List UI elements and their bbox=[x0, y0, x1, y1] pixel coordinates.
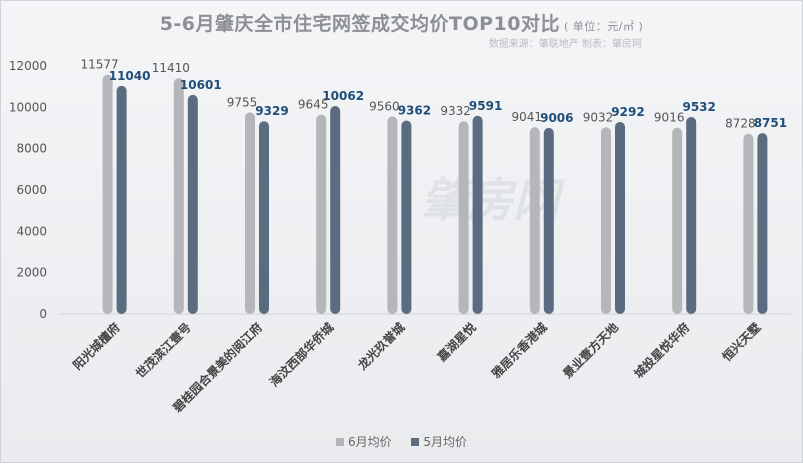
bar-june[interactable] bbox=[173, 78, 184, 315]
data-label-june: 9332 bbox=[440, 104, 471, 118]
y-tick-label: 12000 bbox=[9, 59, 47, 73]
data-label-june: 8728 bbox=[725, 117, 756, 131]
category-label: 雅居乐香港城 bbox=[488, 320, 550, 382]
category-label: 海汶西部华侨城 bbox=[266, 320, 336, 390]
category-label: 恒兴天墅 bbox=[719, 320, 764, 365]
legend-item-may[interactable]: 5月均价 bbox=[411, 433, 467, 450]
y-tick-label: 4000 bbox=[16, 224, 47, 238]
data-label-june: 9032 bbox=[583, 110, 614, 124]
data-label-june: 9755 bbox=[227, 95, 258, 109]
data-label-may: 11040 bbox=[109, 69, 151, 83]
data-label-may: 9292 bbox=[611, 105, 644, 119]
bar-may[interactable] bbox=[472, 115, 483, 314]
bar-june[interactable] bbox=[102, 74, 113, 314]
category-label: 阳光城檀府 bbox=[70, 320, 123, 373]
bar-june[interactable] bbox=[672, 127, 683, 314]
bar-june[interactable] bbox=[316, 114, 327, 314]
category-label: 景业壹方天地 bbox=[560, 320, 622, 382]
bar-may[interactable] bbox=[401, 120, 412, 314]
y-tick-label: 6000 bbox=[16, 183, 47, 197]
bar-may[interactable] bbox=[543, 127, 554, 314]
bar-may[interactable] bbox=[116, 85, 127, 314]
y-tick-label: 8000 bbox=[16, 142, 47, 156]
data-label-june: 11577 bbox=[81, 58, 119, 72]
data-label-may: 9591 bbox=[469, 99, 502, 113]
data-label-june: 11410 bbox=[152, 61, 190, 75]
chart-title: 5-6月肇庆全市住宅网签成交均价TOP10对比 ( 单位：元/㎡ ) bbox=[1, 9, 802, 36]
watermark: 肇房网 bbox=[421, 173, 565, 227]
data-label-may: 9362 bbox=[398, 104, 431, 118]
bar-may[interactable] bbox=[187, 94, 198, 315]
unit-label: ( 单位：元/㎡ ) bbox=[564, 20, 644, 33]
category-label: 城投星悦华府 bbox=[631, 320, 693, 382]
chart-title-text: 5-6月肇庆全市住宅网签成交均价TOP10对比 bbox=[159, 13, 560, 35]
y-tick-label: 0 bbox=[39, 307, 47, 321]
data-label-may: 8751 bbox=[754, 116, 787, 130]
data-label-june: 9560 bbox=[369, 99, 400, 113]
bar-june[interactable] bbox=[743, 133, 754, 314]
bar-june[interactable] bbox=[458, 121, 469, 314]
bar-june[interactable] bbox=[387, 116, 398, 314]
bar-may[interactable] bbox=[259, 121, 269, 314]
legend-label-june: 6月均价 bbox=[347, 435, 392, 449]
bar-may[interactable] bbox=[615, 121, 625, 314]
y-tick-label: 2000 bbox=[16, 266, 47, 280]
category-label: 龙光玖誉城 bbox=[354, 320, 407, 373]
bar-june[interactable] bbox=[601, 127, 611, 314]
legend: 6月均价 5月均价 bbox=[1, 433, 802, 450]
legend-swatch-may bbox=[411, 437, 420, 446]
category-label: 嘉湖星悦 bbox=[433, 320, 478, 365]
y-tick-label: 10000 bbox=[9, 100, 47, 114]
bar-may[interactable] bbox=[330, 106, 341, 314]
data-label-may: 10062 bbox=[322, 89, 364, 103]
data-label-may: 9532 bbox=[682, 100, 715, 114]
data-label-june: 9041 bbox=[512, 110, 543, 124]
legend-swatch-june bbox=[335, 437, 344, 446]
bar-june[interactable] bbox=[245, 112, 255, 314]
source-note: 数据来源：肇联地产 制表：肇房网 bbox=[488, 39, 642, 50]
data-label-may: 10601 bbox=[180, 78, 222, 92]
data-label-may: 9329 bbox=[255, 104, 288, 118]
bar-may[interactable] bbox=[757, 133, 768, 314]
data-label-june: 9016 bbox=[654, 111, 685, 125]
category-label: 世茂滨江壹号 bbox=[132, 320, 194, 382]
bar-june[interactable] bbox=[529, 127, 540, 314]
legend-item-june[interactable]: 6月均价 bbox=[335, 433, 392, 450]
data-label-may: 9006 bbox=[540, 111, 573, 125]
bar-may[interactable] bbox=[686, 117, 697, 314]
legend-label-may: 5月均价 bbox=[423, 435, 468, 449]
data-label-june: 9645 bbox=[298, 98, 329, 112]
